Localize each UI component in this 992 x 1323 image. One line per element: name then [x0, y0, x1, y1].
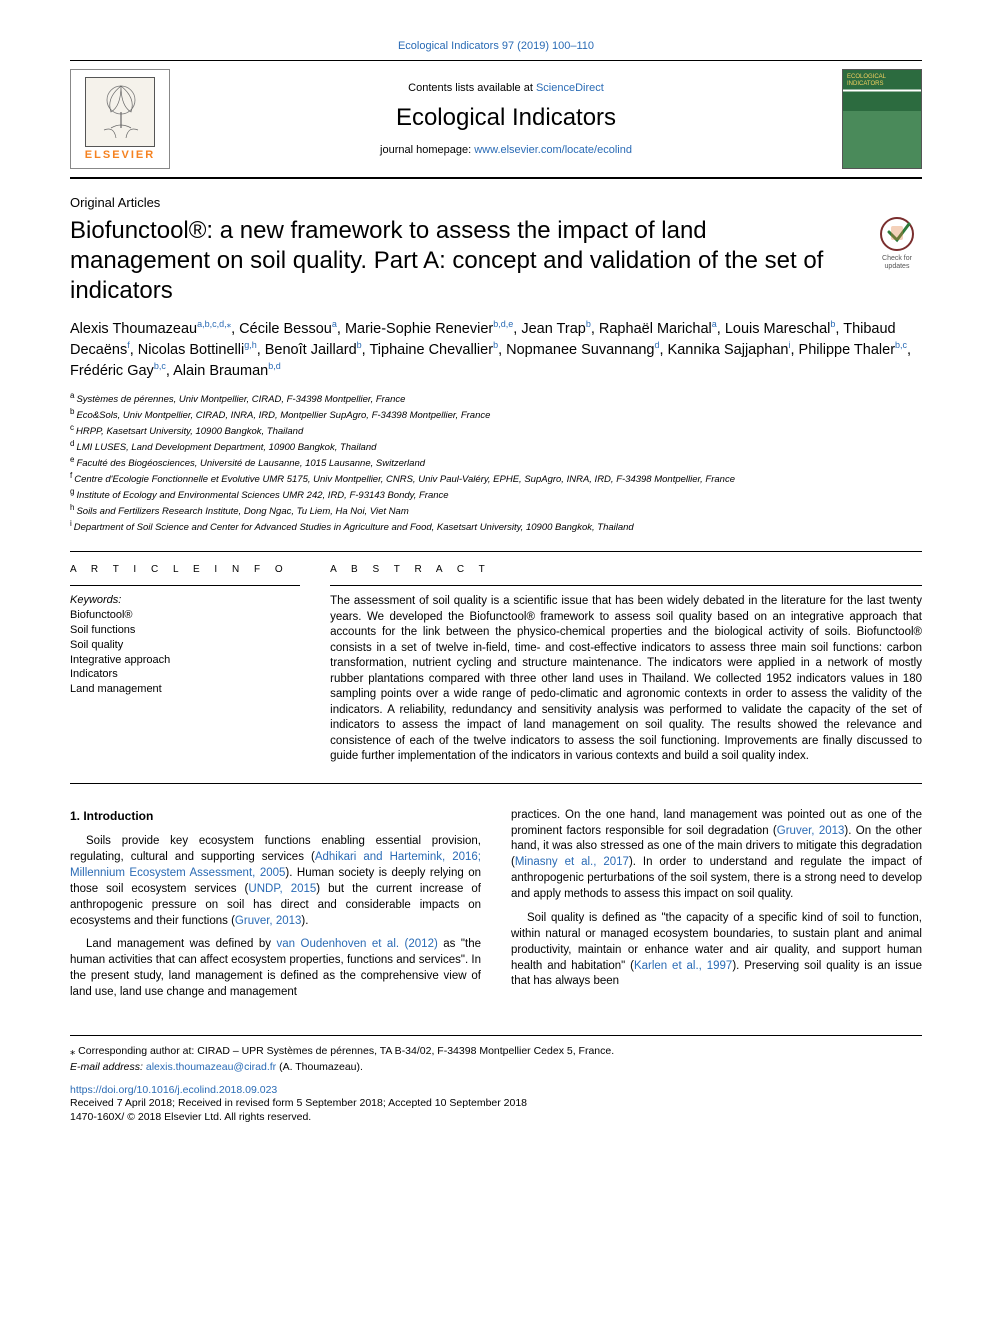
- homepage-prefix: journal homepage:: [380, 144, 474, 156]
- text-span: Land management was defined by: [86, 938, 276, 950]
- text-span: ).: [301, 915, 308, 927]
- affiliation-item: cHRPP, Kasetsart University, 10900 Bangk…: [70, 423, 922, 439]
- intro-paragraph-3: practices. On the one hand, land managem…: [511, 808, 922, 903]
- article-type: Original Articles: [70, 195, 922, 210]
- doi-line: https://doi.org/10.1016/j.ecolind.2018.0…: [70, 1084, 922, 1096]
- homepage-line: journal homepage: www.elsevier.com/locat…: [170, 144, 842, 156]
- keyword-item: Indicators: [70, 667, 300, 682]
- contents-prefix: Contents lists available at: [408, 82, 536, 94]
- journal-header: ELSEVIER Contents lists available at Sci…: [70, 60, 922, 179]
- citation-link[interactable]: Minasny et al., 2017: [515, 856, 629, 868]
- sciencedirect-link[interactable]: ScienceDirect: [536, 82, 604, 94]
- check-updates-badge[interactable]: Check for updates: [872, 216, 922, 270]
- citation-link[interactable]: Gruver, 2013: [777, 825, 845, 837]
- article-info-heading: A R T I C L E I N F O: [70, 564, 300, 575]
- section-heading-introduction: 1. Introduction: [70, 808, 481, 825]
- citation-link[interactable]: van Oudenhoven et al. (2012): [276, 938, 437, 950]
- contents-line: Contents lists available at ScienceDirec…: [170, 82, 842, 94]
- affiliation-item: fCentre d'Ecologie Fonctionnelle et Evol…: [70, 471, 922, 487]
- abstract-text: The assessment of soil quality is a scie…: [330, 594, 922, 765]
- running-header: Ecological Indicators 97 (2019) 100–110: [70, 40, 922, 52]
- citation-link[interactable]: UNDP, 2015: [248, 883, 316, 895]
- separator: [70, 551, 922, 552]
- publisher-name: ELSEVIER: [85, 149, 155, 161]
- citation-link[interactable]: Karlen et al., 1997: [634, 960, 732, 972]
- separator: [70, 783, 922, 784]
- article-info-column: A R T I C L E I N F O Keywords: Biofunct…: [70, 564, 300, 765]
- keyword-item: Integrative approach: [70, 653, 300, 668]
- body-columns: 1. Introduction Soils provide key ecosys…: [70, 808, 922, 1009]
- citation-link[interactable]: Gruver, 2013: [235, 915, 301, 927]
- separator: [330, 585, 922, 586]
- keyword-item: Biofunctool®: [70, 608, 300, 623]
- corresponding-email-line: E-mail address: alexis.thoumazeau@cirad.…: [70, 1060, 922, 1074]
- homepage-link[interactable]: www.elsevier.com/locate/ecolind: [474, 144, 632, 156]
- email-link[interactable]: alexis.thoumazeau@cirad.fr: [146, 1061, 276, 1073]
- article-title: Biofunctool®: a new framework to assess …: [70, 216, 922, 306]
- running-header-link[interactable]: Ecological Indicators 97 (2019) 100–110: [398, 40, 594, 52]
- check-updates-label: Check for updates: [872, 255, 922, 270]
- abstract-heading: A B S T R A C T: [330, 564, 922, 575]
- email-suffix: (A. Thoumazeau).: [276, 1061, 363, 1073]
- email-label: E-mail address:: [70, 1061, 146, 1073]
- corr-text: Corresponding author at: CIRAD – UPR Sys…: [75, 1045, 614, 1057]
- abstract-column: A B S T R A C T The assessment of soil q…: [330, 564, 922, 765]
- affiliation-item: dLMI LUSES, Land Development Department,…: [70, 439, 922, 455]
- affiliation-item: gInstitute of Ecology and Environmental …: [70, 487, 922, 503]
- intro-paragraph-1: Soils provide key ecosystem functions en…: [70, 834, 481, 929]
- keyword-item: Soil quality: [70, 638, 300, 653]
- journal-name: Ecological Indicators: [170, 104, 842, 132]
- separator: [70, 1035, 922, 1036]
- intro-paragraph-2: Land management was defined by van Ouden…: [70, 937, 481, 1000]
- affiliation-item: aSystèmes de pérennes, Univ Montpellier,…: [70, 391, 922, 407]
- copyright-line: 1470-160X/ © 2018 Elsevier Ltd. All righ…: [70, 1110, 922, 1124]
- authors-list: Alexis Thoumazeaua,b,c,d,⁎, Cécile Besso…: [70, 318, 922, 381]
- keywords-list: Biofunctool®Soil functionsSoil qualityIn…: [70, 608, 300, 697]
- affiliation-item: bEco&Sols, Univ Montpellier, CIRAD, INRA…: [70, 407, 922, 423]
- publisher-logo: ELSEVIER: [70, 69, 170, 169]
- separator: [70, 585, 300, 586]
- intro-paragraph-4: Soil quality is defined as "the capacity…: [511, 911, 922, 990]
- affiliation-item: eFaculté des Biogéosciences, Université …: [70, 455, 922, 471]
- keyword-item: Land management: [70, 682, 300, 697]
- body-column-left: 1. Introduction Soils provide key ecosys…: [70, 808, 481, 1009]
- affiliation-item: iDepartment of Soil Science and Center f…: [70, 519, 922, 535]
- corresponding-author: ⁎ Corresponding author at: CIRAD – UPR S…: [70, 1044, 922, 1058]
- body-column-right: practices. On the one hand, land managem…: [511, 808, 922, 1009]
- article-history: Received 7 April 2018; Received in revis…: [70, 1096, 922, 1110]
- affiliation-item: hSoils and Fertilizers Research Institut…: [70, 503, 922, 519]
- journal-cover-thumbnail: [842, 69, 922, 169]
- elsevier-tree-icon: [85, 77, 155, 147]
- keyword-item: Soil functions: [70, 623, 300, 638]
- keywords-label: Keywords:: [70, 594, 300, 606]
- affiliations-list: aSystèmes de pérennes, Univ Montpellier,…: [70, 391, 922, 535]
- doi-link[interactable]: https://doi.org/10.1016/j.ecolind.2018.0…: [70, 1084, 277, 1096]
